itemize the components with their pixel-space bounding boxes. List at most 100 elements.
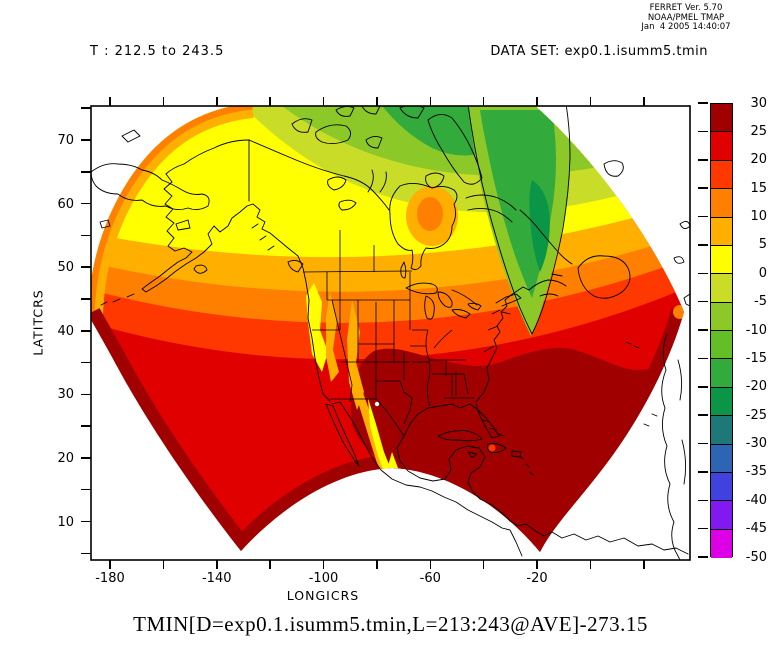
x-axis-title: LONGICRS	[286, 588, 360, 603]
y-axis-tick	[81, 520, 91, 523]
panhandle-islands	[251, 223, 275, 251]
canary-islets	[643, 413, 658, 427]
lake-superior	[405, 282, 438, 295]
queen-elizabeth-island-2	[361, 106, 381, 115]
y-axis-tick	[81, 552, 91, 555]
victoria-island	[315, 124, 351, 145]
northeast-borders	[483, 309, 501, 353]
colorbar-tick	[698, 102, 708, 104]
lake-erie	[451, 309, 471, 319]
x-axis-tick	[216, 560, 218, 569]
timestamp-label: Jan 4 2005 14:40:07	[641, 22, 731, 32]
dataset-label: DATA SET: exp0.1.isumm5.tmin	[490, 44, 708, 59]
y-axis-tick	[81, 425, 91, 427]
y-tick-label: 60	[57, 196, 74, 212]
alaska-panhandle-coast	[252, 203, 299, 257]
y-axis-tick	[81, 107, 91, 109]
x-tick-label: -20	[526, 571, 548, 586]
colorbar-tick	[698, 357, 708, 360]
colorbar-label: -35	[745, 464, 767, 480]
x-axis-tick	[269, 97, 271, 106]
colorbar-segment	[711, 245, 732, 275]
baja-california	[325, 403, 360, 467]
colorbar-tick	[698, 527, 708, 530]
colorbar-label: -20	[745, 379, 767, 395]
provenance-header: FERRET Ver. 5.70 NOAA/PMEL TMAP Jan 4 20…	[598, 3, 768, 33]
prince-of-wales-island	[365, 135, 383, 149]
x-axis-tick	[162, 560, 165, 569]
colorbar-segment	[711, 444, 732, 473]
jamaica	[467, 451, 478, 459]
greenland-coast	[467, 106, 571, 335]
y-axis-tick	[81, 457, 91, 459]
arctic-mainland-coast	[248, 139, 390, 211]
x-axis-tick	[643, 560, 645, 569]
x-axis-tick	[429, 560, 431, 569]
plot-frame	[90, 105, 691, 561]
siberia-islet	[99, 219, 111, 229]
colorbar-tick	[698, 300, 708, 303]
mississippi-river	[425, 329, 431, 407]
hudson-bay-coast	[389, 183, 458, 271]
x-axis-tick	[482, 560, 485, 569]
st-lawrence-river	[451, 289, 478, 306]
midwest-borders	[403, 329, 453, 380]
x-axis-tick	[482, 97, 485, 106]
atlantic-islets	[625, 341, 640, 349]
hispaniola	[486, 443, 507, 453]
great-bear-lake	[327, 176, 347, 191]
y-tick-label: 70	[57, 133, 74, 148]
puerto-rico	[511, 450, 522, 458]
y-axis-tick	[81, 171, 91, 173]
east-corner-warm-spot	[673, 305, 684, 319]
y-axis-tick	[81, 298, 91, 300]
nova-scotia	[495, 293, 522, 307]
x-axis-tick	[376, 97, 378, 106]
banks-island	[291, 118, 313, 133]
colorbar-segment	[711, 189, 732, 218]
y-tick-label: 20	[57, 450, 74, 466]
alaska-west-coast	[163, 173, 176, 252]
x-axis-tick	[162, 97, 165, 106]
queen-elizabeth-island-1	[335, 106, 355, 117]
colorbar-tick	[698, 187, 708, 189]
y-axis-tick	[81, 361, 91, 364]
us-west-coast	[297, 255, 331, 402]
california-nevada-border	[331, 299, 353, 403]
colorbar-tick	[698, 386, 708, 388]
x-axis-tick	[589, 560, 592, 569]
y-tick-label: 10	[57, 514, 74, 530]
vancouver-island	[287, 259, 304, 273]
great-slave-lake	[338, 199, 357, 211]
colorbar-tick	[698, 471, 708, 473]
colorbar-segment	[711, 359, 732, 388]
hispaniola-warm-spot	[488, 444, 496, 452]
colorbar-segment	[711, 331, 732, 360]
x-axis-tick	[376, 560, 378, 569]
colorbar-tick	[698, 215, 708, 218]
us-mexico-border	[330, 398, 405, 437]
aleutian-islands	[100, 293, 135, 306]
colorbar-label: 5	[758, 237, 767, 253]
colorbar-segment	[711, 387, 732, 417]
x-axis-tick	[322, 560, 325, 569]
y-axis-tick	[81, 488, 91, 491]
x-tick-label: -60	[419, 571, 441, 586]
y-axis-tick	[81, 202, 91, 205]
newfoundland	[577, 255, 631, 299]
colorbar-label: 20	[750, 152, 767, 168]
colorbar-tick	[698, 244, 708, 246]
x-tick-label: -140	[201, 571, 232, 586]
lake-michigan	[424, 295, 435, 320]
colorbar-label: -15	[745, 350, 767, 366]
y-axis-tick	[81, 330, 91, 332]
gulf-caribbean-south-america-coast	[396, 435, 689, 555]
x-axis-tick	[109, 97, 111, 106]
colorbar-segment	[711, 160, 732, 190]
y-axis-tick	[81, 139, 91, 141]
x-axis-tick	[322, 97, 325, 106]
y-axis-tick	[81, 234, 91, 237]
colorbar-segment	[711, 416, 732, 445]
